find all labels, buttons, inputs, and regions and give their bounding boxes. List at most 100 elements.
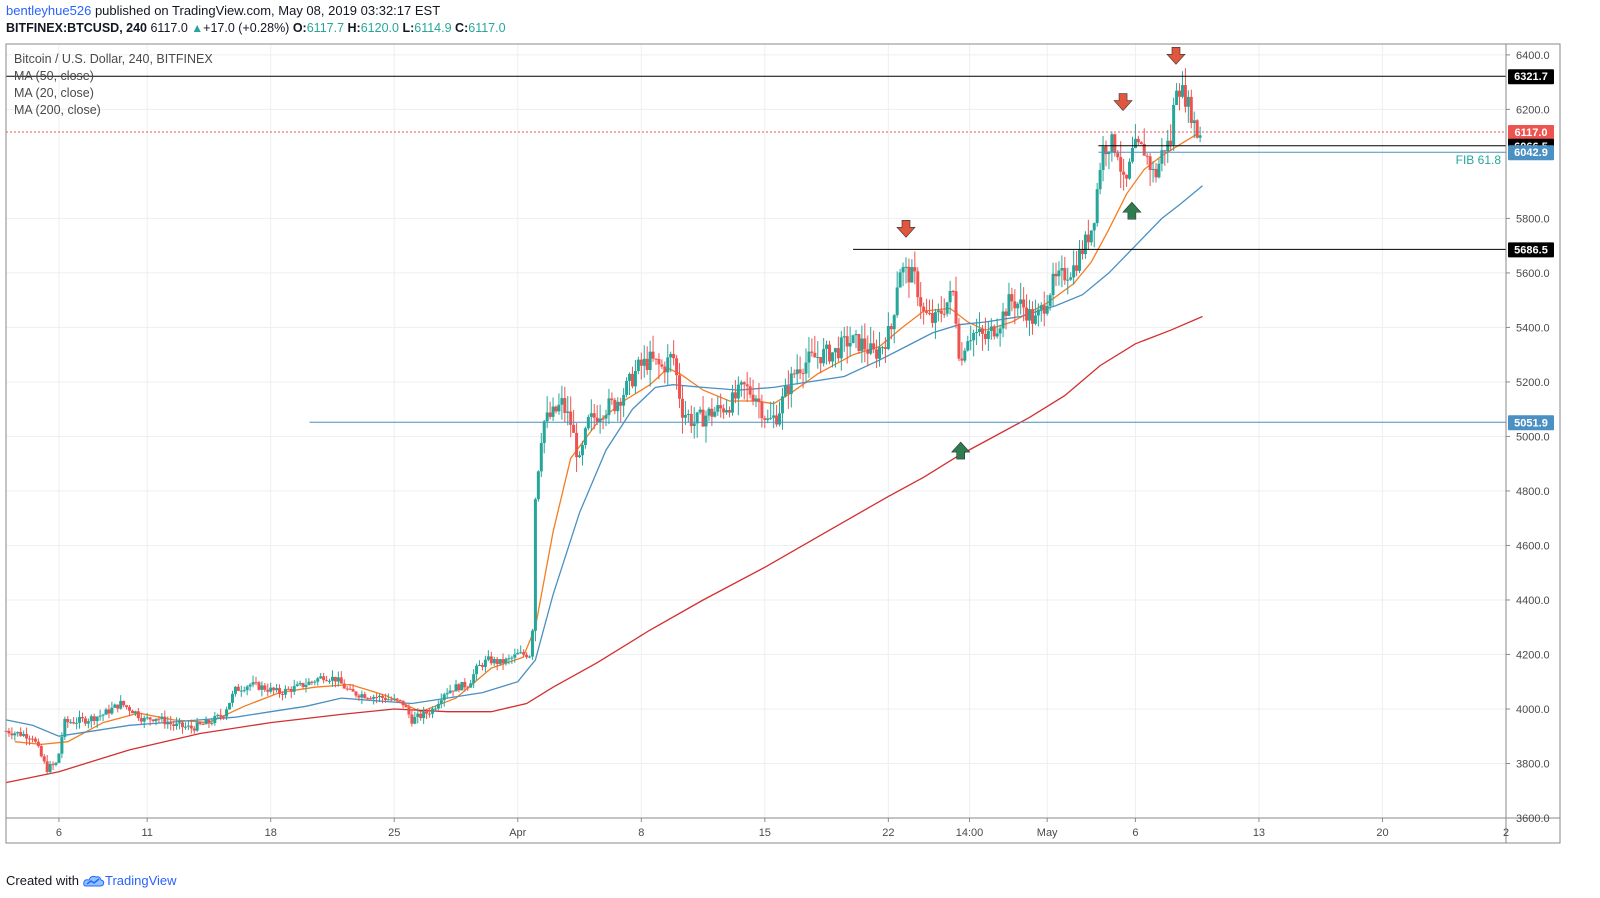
candle-body: [945, 302, 949, 314]
candle-body: [619, 401, 623, 406]
chart-frame: [5, 43, 1561, 844]
y-tick-label: 5400.0: [1516, 322, 1550, 334]
candle-body: [707, 408, 711, 416]
candle-body: [1157, 163, 1161, 178]
created-with-text: Created with: [6, 873, 79, 888]
symbol-name: BITFINEX:BTCUSD, 240: [6, 21, 147, 35]
candle-body: [410, 714, 414, 724]
candle-body: [95, 716, 99, 722]
candle-body: [83, 718, 87, 724]
candle-body: [286, 688, 290, 690]
candle-body: [28, 738, 32, 740]
x-tick-label: 14:00: [956, 827, 984, 839]
candle-body: [339, 677, 343, 684]
level-5686.5-label: 5686.5: [1514, 244, 1548, 256]
candle-body: [233, 686, 237, 694]
author-link[interactable]: bentleyhue526: [6, 3, 92, 18]
candle-body: [1098, 169, 1102, 190]
candle-body: [169, 722, 173, 725]
candle-body: [763, 418, 767, 420]
arrow-up-icon: [1122, 201, 1142, 220]
candle-body: [533, 499, 537, 631]
candle-body: [22, 733, 26, 736]
candle-body: [1178, 90, 1182, 97]
candle-body: [772, 415, 776, 418]
legend-title[interactable]: Bitcoin / U.S. Dollar, 240, BITFINEX: [14, 52, 213, 66]
y-tick-label: 3800.0: [1516, 758, 1550, 770]
candle-body: [736, 384, 740, 399]
candle-body: [769, 417, 773, 419]
candle-body: [733, 392, 737, 399]
tradingview-logo[interactable]: TradingView: [83, 873, 177, 888]
ma-line-ma-200-close-: [5, 315, 1203, 784]
candle-body: [463, 681, 467, 688]
candle-body: [445, 693, 449, 695]
y-tick-label: 5800.0: [1516, 213, 1550, 225]
y-tick-label: 6400.0: [1516, 50, 1550, 62]
candle-body: [660, 364, 664, 367]
chart-grid: [6, 44, 1507, 819]
legend-ma50[interactable]: MA (50, close): [14, 69, 94, 83]
candle-body: [1110, 134, 1114, 152]
candle-body: [866, 349, 870, 354]
publish-line: bentleyhue526 published on TradingView.c…: [6, 3, 440, 18]
candle-body: [683, 414, 687, 418]
candle-body: [1042, 305, 1046, 314]
candle-body: [1160, 150, 1164, 164]
candle-body: [728, 410, 732, 413]
candle-body: [1119, 157, 1123, 172]
candle-body: [895, 287, 899, 316]
candle-body: [357, 695, 361, 698]
candle-body: [807, 351, 811, 363]
candle-body: [130, 710, 134, 714]
candle-body: [1066, 279, 1070, 281]
candle-body: [1189, 96, 1193, 124]
candle-body: [451, 690, 455, 692]
candle-body: [278, 688, 282, 694]
candle-body: [492, 659, 496, 664]
candle-body: [1163, 150, 1167, 152]
candle-body: [851, 335, 855, 343]
legend-ma20[interactable]: MA (20, close): [14, 86, 94, 100]
candle-body: [430, 708, 434, 714]
candle-body: [545, 412, 549, 422]
candle-body: [398, 699, 402, 701]
candle-body: [222, 716, 226, 718]
candle-body: [10, 733, 14, 736]
candle-body: [54, 762, 58, 765]
y-tick-label: 4800.0: [1516, 486, 1550, 498]
candle-body: [583, 428, 587, 446]
candle-body: [7, 730, 11, 734]
chart-axes: 6400.0 6200.0 5800.0 5600.0 5400.0 5200.0 5000…: [5, 43, 1561, 844]
candle-body: [1198, 135, 1202, 138]
candle-body: [425, 711, 429, 714]
candle-body: [19, 731, 23, 736]
candle-body: [36, 741, 40, 747]
candle-body: [1083, 234, 1087, 255]
candle-body: [433, 708, 437, 710]
candle-body: [607, 398, 611, 416]
candle-body: [1010, 294, 1014, 302]
candle-body: [672, 353, 676, 359]
candle-body: [863, 338, 867, 350]
horizontal-levels: 6321.76117.06066.56042.95686.55051.9FIB …: [6, 69, 1554, 431]
x-tick-label: 25: [388, 827, 400, 839]
candle-body: [822, 348, 826, 364]
candle-body: [363, 694, 367, 699]
candle-body: [25, 733, 29, 739]
tradingview-cloud-icon: [83, 875, 105, 886]
legend-ma200[interactable]: MA (200, close): [14, 103, 101, 117]
candle-body: [89, 716, 93, 722]
level-6117.0-label: 6117.0: [1514, 127, 1547, 139]
candle-body: [566, 411, 570, 413]
candle-body: [760, 401, 764, 419]
candle-body: [519, 652, 523, 654]
candle-body: [489, 656, 493, 664]
candle-body: [522, 652, 526, 655]
candle-body: [1069, 277, 1073, 280]
candle-body: [936, 310, 940, 313]
candle-body: [766, 418, 770, 420]
x-tick-label: 8: [638, 827, 644, 839]
candle-body: [195, 722, 199, 731]
